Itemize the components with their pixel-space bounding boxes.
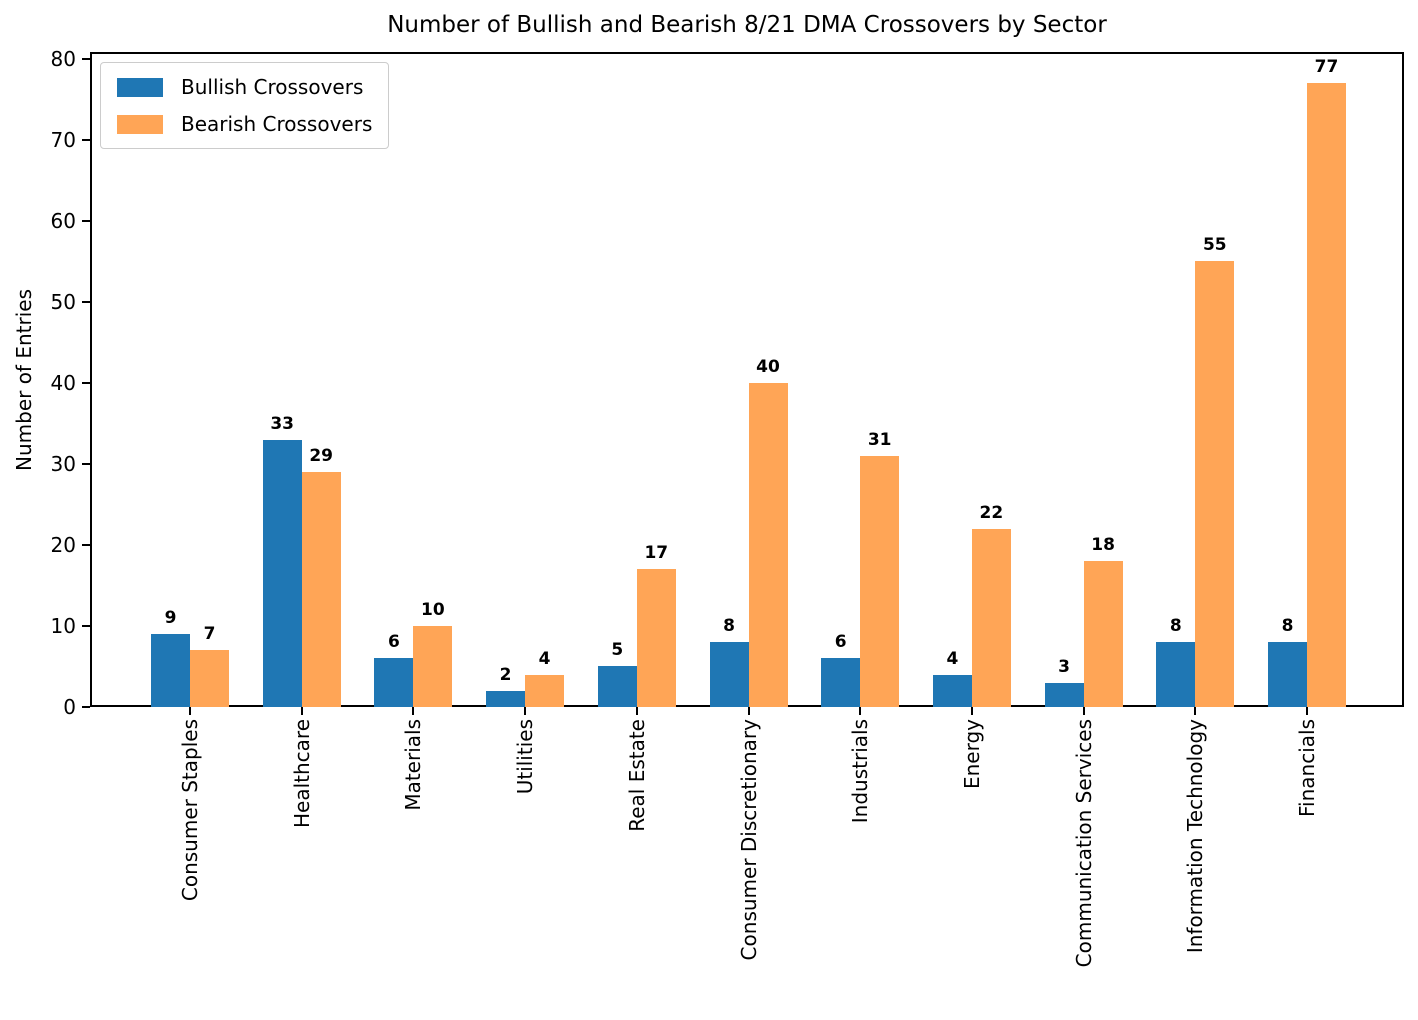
- x-tick: [859, 707, 862, 715]
- bar-bearish: [301, 472, 341, 707]
- x-tick-label: Healthcare: [289, 719, 314, 829]
- x-tick-label: Utilities: [513, 719, 538, 795]
- x-tick: [1194, 707, 1197, 715]
- bar-value-label: 77: [1314, 57, 1339, 78]
- bar-bullish: [932, 674, 972, 707]
- bar-bullish: [821, 658, 861, 707]
- x-tick: [524, 707, 527, 715]
- bar-value-label: 33: [270, 413, 295, 434]
- x-tick: [635, 707, 638, 715]
- bar-bearish: [413, 625, 453, 707]
- bar-bearish: [1083, 561, 1123, 707]
- bar-bearish: [525, 674, 565, 707]
- bar-value-label: 31: [867, 429, 892, 450]
- y-tick: [82, 219, 90, 222]
- legend-swatch-bullish-icon: [117, 77, 163, 97]
- legend-label-bullish: Bullish Crossovers: [181, 75, 364, 99]
- bar-bullish: [486, 690, 526, 707]
- bar-value-label: 7: [203, 624, 216, 645]
- legend-swatch-bearish-icon: [117, 114, 163, 134]
- y-tick: [82, 624, 90, 627]
- bar-bullish: [709, 642, 749, 707]
- bar-value-label: 3: [1058, 656, 1071, 677]
- y-tick: [82, 138, 90, 141]
- x-tick-label: Real Estate: [624, 719, 649, 832]
- bar-bullish: [1044, 682, 1084, 707]
- bar-value-label: 5: [611, 640, 624, 661]
- bar-value-label: 4: [946, 648, 959, 669]
- y-tick-label: 20: [50, 532, 76, 557]
- bar-bearish: [971, 528, 1011, 707]
- x-tick-label: Energy: [959, 719, 984, 790]
- legend-label-bearish: Bearish Crossovers: [181, 112, 373, 136]
- x-tick-label: Industrials: [848, 719, 873, 824]
- bar-value-label: 6: [834, 632, 847, 653]
- x-tick-label: Materials: [401, 719, 426, 811]
- bar-value-label: 2: [499, 664, 512, 685]
- bar-bearish: [1307, 83, 1346, 707]
- y-tick: [82, 300, 90, 303]
- x-tick: [300, 707, 303, 715]
- bar-bullish: [374, 658, 414, 707]
- bar-value-label: 55: [1202, 235, 1227, 256]
- x-tick-label: Communication Services: [1071, 719, 1096, 968]
- y-tick-label: 10: [50, 613, 76, 638]
- bar-bearish: [636, 569, 676, 707]
- x-tick: [1082, 707, 1085, 715]
- bar-value-label: 6: [387, 632, 400, 653]
- y-tick-label: 70: [50, 127, 76, 152]
- y-tick-label: 50: [50, 289, 76, 314]
- y-tick: [82, 381, 90, 384]
- legend: Bullish Crossovers Bearish Crossovers: [100, 62, 390, 149]
- bar-bullish: [262, 439, 302, 707]
- chart-title: Number of Bullish and Bearish 8/21 DMA C…: [387, 12, 1107, 38]
- bar-value-label: 9: [164, 608, 177, 629]
- y-tick: [82, 706, 90, 708]
- y-tick-label: 0: [63, 695, 76, 719]
- x-tick-label: Information Technology: [1183, 719, 1208, 954]
- bar-bearish: [860, 455, 900, 707]
- legend-item-bearish: Bearish Crossovers: [117, 112, 372, 136]
- bar-bearish: [748, 382, 788, 707]
- y-tick-label: 80: [50, 46, 76, 71]
- x-tick-label: Consumer Discretionary: [736, 719, 761, 961]
- bar-value-label: 22: [979, 502, 1004, 523]
- x-tick-label: Financials: [1295, 719, 1319, 817]
- legend-item-bullish: Bullish Crossovers: [117, 75, 372, 99]
- y-tick-label: 30: [50, 451, 76, 476]
- bar-bullish: [1268, 642, 1307, 707]
- bar-value-label: 17: [644, 543, 669, 564]
- x-tick: [970, 707, 973, 715]
- y-tick-label: 40: [50, 370, 76, 395]
- bar-value-label: 29: [309, 446, 334, 467]
- x-tick-label: Consumer Staples: [178, 719, 202, 902]
- bar-bearish: [190, 650, 229, 707]
- x-tick: [1306, 707, 1308, 715]
- bar-bullish: [151, 634, 190, 707]
- bar-value-label: 10: [421, 599, 445, 620]
- x-tick: [747, 707, 750, 715]
- bar-value-label: 8: [723, 616, 735, 637]
- x-tick: [412, 707, 415, 715]
- bar-bearish: [1195, 261, 1235, 707]
- bar-bullish: [1156, 642, 1196, 707]
- bar-bullish: [597, 666, 637, 707]
- y-tick: [82, 57, 90, 60]
- bar-value-label: 8: [1281, 616, 1294, 637]
- bar-value-label: 40: [756, 356, 780, 377]
- x-tick: [189, 707, 191, 715]
- bar-value-label: 8: [1169, 616, 1182, 637]
- bar-value-label: 4: [538, 648, 551, 669]
- y-tick-label: 60: [50, 208, 76, 233]
- y-tick: [82, 543, 90, 546]
- bar-value-label: 18: [1091, 535, 1115, 556]
- y-tick: [82, 462, 90, 465]
